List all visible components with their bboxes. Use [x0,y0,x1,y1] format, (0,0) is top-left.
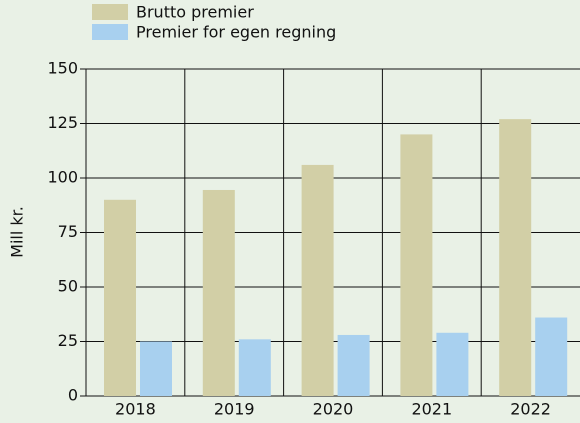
x-tick-label: 2018 [115,400,156,419]
bar [202,189,235,396]
bar [140,341,172,396]
y-tick-label: 25 [58,331,78,350]
x-tick-label: 2019 [214,400,255,419]
legend-label: Brutto premier [136,3,254,22]
legend-label: Premier for egen regning [136,23,336,42]
x-tick-label: 2022 [510,400,551,419]
y-tick-label: 150 [47,59,78,78]
y-tick-label: 50 [58,277,78,296]
bar [301,164,334,396]
bar [400,134,433,396]
bar [238,339,271,396]
y-axis-label: Mill kr. [8,206,27,258]
y-tick-label: 0 [68,386,78,405]
legend-swatch [92,24,128,40]
bar [104,199,136,396]
y-tick-label: 75 [58,222,78,241]
y-tick-label: 100 [47,168,78,187]
bar [436,332,469,396]
legend-swatch [92,4,128,20]
bar [535,317,568,396]
x-tick-label: 2021 [411,400,452,419]
bar [499,119,532,396]
x-tick-label: 2020 [313,400,354,419]
bar [337,334,370,396]
y-tick-label: 125 [47,113,78,132]
